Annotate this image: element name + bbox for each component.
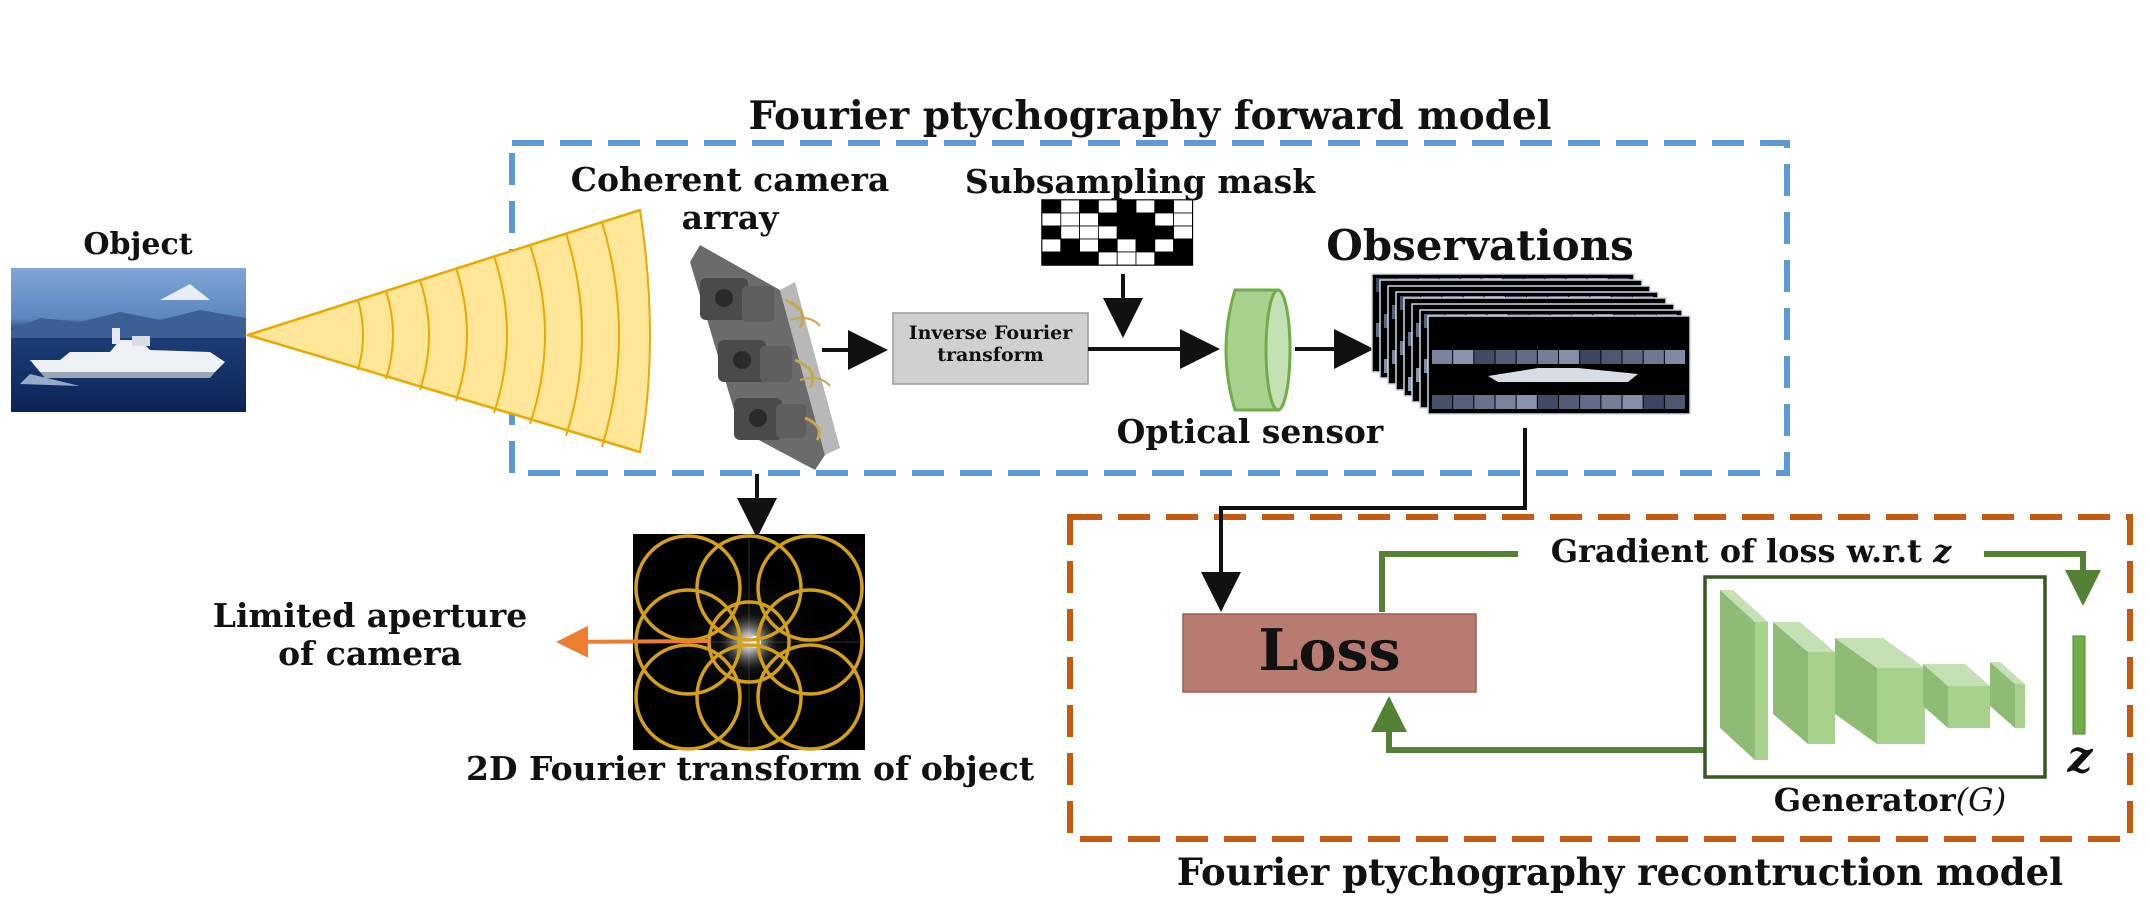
inverse-fourier-label-line1: Inverse Fourier <box>908 322 1073 344</box>
gradient-label: Gradient of loss w.r.t z <box>1518 533 1984 570</box>
gradient-label-var: z <box>1933 532 1952 570</box>
observations-label: Observations <box>1326 221 1634 270</box>
arrow-observations-to-loss <box>1201 428 1527 612</box>
reconstruction-model-box <box>1067 514 2133 842</box>
camera-array-image <box>690 245 840 470</box>
generator-label-var: (G) <box>1955 781 2007 819</box>
arrow-gradient <box>1379 551 2083 612</box>
camera-array-label-line2: array <box>681 197 779 237</box>
arrow-aperture <box>556 625 711 658</box>
limited-aperture-label-line2: of camera <box>278 633 462 673</box>
fourier-transform-label: 2D Fourier transform of object <box>465 749 1035 788</box>
subsampling-mask-label: Subsampling mask <box>964 162 1316 201</box>
generator-network-icon <box>1720 590 2025 760</box>
inverse-fourier-label-line2: transform <box>937 343 1044 366</box>
optical-sensor-label: Optical sensor <box>1116 412 1384 451</box>
camera-array-label: Coherent camera array <box>540 161 920 237</box>
loss-label: Loss <box>1258 617 1401 684</box>
observations-stack <box>1371 273 1691 415</box>
camera-array-label-line1: Coherent camera <box>570 160 890 199</box>
forward-model-title: Fourier ptychography forward model <box>748 93 1552 139</box>
loss-box <box>1182 613 1477 693</box>
object-label: Object <box>83 227 193 262</box>
object-image <box>11 268 246 412</box>
subsampling-mask <box>1041 199 1194 266</box>
latent-z-bar <box>2072 635 2086 735</box>
latent-z-label: z <box>2067 732 2093 783</box>
optical-sensor-icon <box>1224 288 1292 412</box>
limited-aperture-label: Limited aperture of camera <box>180 597 560 673</box>
limited-aperture-label-line1: Limited aperture <box>212 596 528 635</box>
inverse-fourier-label: Inverse Fourier transform <box>893 322 1088 367</box>
wavefront-cone <box>244 208 651 454</box>
generator-label-text: Generator <box>1773 781 1956 819</box>
generator-label: Generator(G) <box>1740 782 2040 819</box>
reconstruction-model-title: Fourier ptychography recontruction model <box>1176 850 2064 894</box>
gradient-label-text: Gradient of loss w.r.t <box>1550 532 1934 570</box>
arrow-generator-to-loss <box>1371 696 1705 753</box>
